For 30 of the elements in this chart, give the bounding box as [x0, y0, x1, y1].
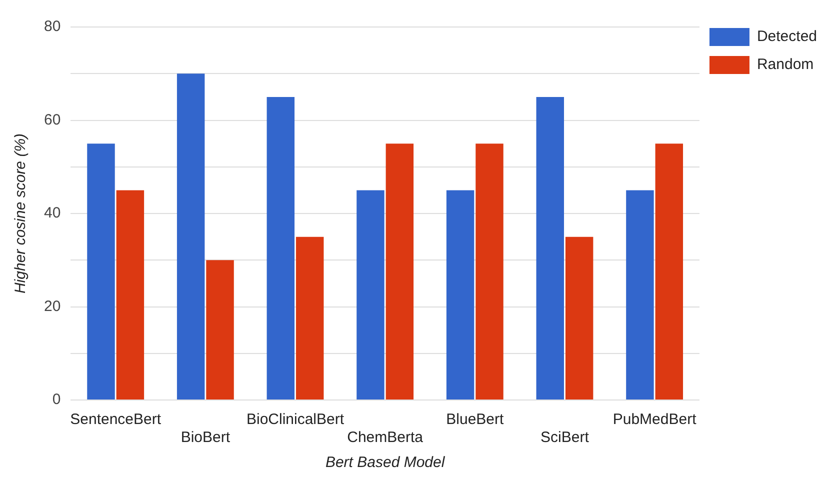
bar	[655, 144, 684, 400]
bar	[536, 96, 564, 400]
bar	[356, 190, 384, 400]
bar	[565, 236, 594, 400]
bar	[476, 144, 504, 400]
bar	[626, 190, 654, 400]
y-tick-label: 60	[44, 111, 61, 128]
bar	[87, 144, 115, 400]
y-tick-label: 80	[44, 18, 61, 36]
bar	[296, 236, 324, 400]
bar	[116, 190, 144, 400]
x-tick-label: BioBert	[180, 429, 231, 446]
y-tick-label: 0	[52, 391, 61, 408]
bar	[266, 96, 295, 400]
legend-label: Detected	[756, 28, 818, 46]
bar	[206, 260, 234, 400]
bar	[446, 190, 474, 400]
x-tick-label: BioClinicalBert	[246, 411, 345, 428]
bar	[386, 144, 414, 400]
x-tick-label: ChemBerta	[347, 429, 424, 446]
y-axis-title: Higher cosine score (%)	[12, 133, 30, 294]
x-tick-label: SciBert	[540, 429, 590, 446]
x-tick-label: PubMedBert	[612, 411, 698, 428]
y-tick-label: 40	[44, 204, 61, 222]
bar	[176, 74, 205, 400]
x-tick-label: BlueBert	[446, 411, 504, 428]
x-tick-label: SentenceBert	[70, 411, 162, 428]
x-axis-title: Bert Based Model	[325, 454, 446, 472]
y-tick-label: 20	[44, 298, 61, 315]
legend-label: Random	[756, 56, 814, 74]
